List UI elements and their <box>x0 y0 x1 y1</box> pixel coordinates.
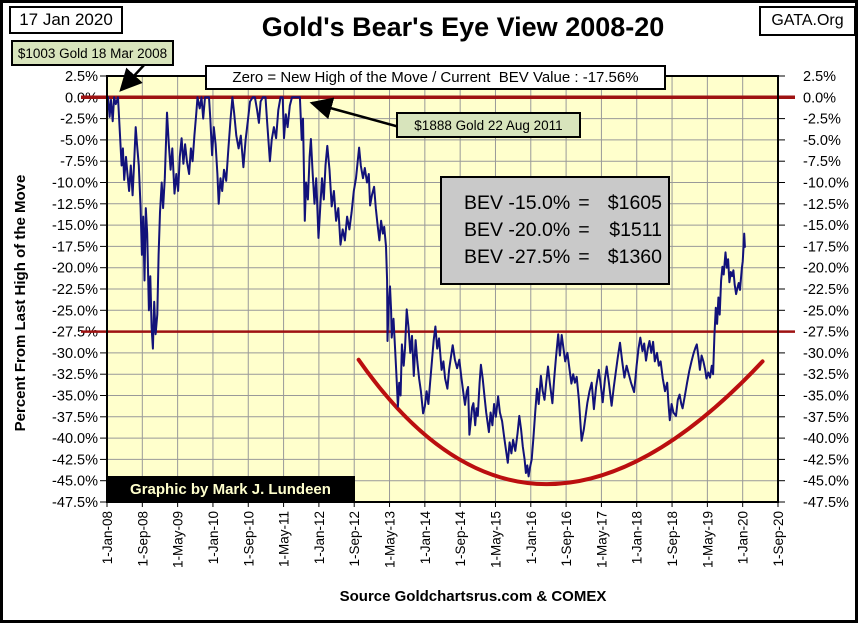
y-axis-label-right: -12.5% <box>803 197 849 213</box>
zero-definition-box: Zero = New High of the Move / Current BE… <box>205 65 666 90</box>
y-axis-label-right: -35.0% <box>803 389 849 405</box>
bev-price-table: BEV -15.0% = $1605 BEV -20.0% = $1511 BE… <box>440 176 670 285</box>
arrow-to-2011-high <box>309 97 404 130</box>
y-axis-label-left: -2.5% <box>60 112 98 128</box>
bev-price-value: $1605 <box>607 192 662 214</box>
x-axis-label: 1-Jan-14 <box>418 511 433 565</box>
report-date: 17 Jan 2020 <box>19 10 113 29</box>
rounding-bottom-curve <box>356 357 765 487</box>
credit-text: Graphic by Mark J. Lundeen <box>130 480 331 498</box>
y-axis-label-left: -20.0% <box>52 261 98 277</box>
x-axis-label: 1-May-13 <box>383 511 398 568</box>
x-axis-label: 1-May-09 <box>171 511 186 568</box>
bev-table-row: BEV -27.5% = $1360 <box>464 246 668 269</box>
equals-sign: = <box>578 219 590 241</box>
y-axis-label-right: -20.0% <box>803 261 849 277</box>
y-axis-label-left: 2.5% <box>65 69 98 85</box>
equals-sign: = <box>578 192 590 214</box>
y-axis-label-right: -17.5% <box>803 239 849 255</box>
y-axis-label-left: -7.5% <box>60 154 98 170</box>
x-axis-label: 1-Sep-18 <box>665 511 680 567</box>
annotation-1888-gold-2011: $1888 Gold 22 Aug 2011 <box>396 112 581 138</box>
y-axis-label-right: -42.5% <box>803 452 849 468</box>
report-date-box: 17 Jan 2020 <box>9 6 123 34</box>
zero-definition-text: Zero = New High of the Move / Current BE… <box>232 69 639 86</box>
bev-price-value: $1511 <box>609 219 662 241</box>
x-axis-label: 1-May-11 <box>277 511 292 567</box>
y-axis-label-left: -32.5% <box>52 367 98 383</box>
y-axis-label-left: -12.5% <box>52 197 98 213</box>
bev-level-label: BEV -27.5% <box>464 246 571 268</box>
y-axis-label-left: -37.5% <box>52 410 98 426</box>
y-axis-label-left: -22.5% <box>52 282 98 298</box>
x-axis-label: 1-Jan-10 <box>206 511 221 564</box>
x-axis-label: 1-May-15 <box>488 511 503 568</box>
x-axis-label: 1-Sep-20 <box>771 511 786 567</box>
bev-chart-canvas: 2.5%2.5%0.0%0.0%-2.5%-2.5%-5.0%-5.0%-7.5… <box>12 63 849 568</box>
x-axis-label: 1-May-17 <box>594 511 609 568</box>
gold-bev-series-line <box>106 96 746 478</box>
bev-level-label: BEV -20.0% <box>464 219 571 241</box>
y-axis-label-right: -30.0% <box>803 346 849 362</box>
y-axis-label-left: -17.5% <box>52 239 98 255</box>
y-axis-label-left: -5.0% <box>60 133 98 149</box>
annotation-1888-text: $1888 Gold 22 Aug 2011 <box>414 117 563 133</box>
y-axis-label-right: 2.5% <box>803 69 836 85</box>
x-axis-label: 1-Sep-12 <box>347 511 362 567</box>
y-axis-label-right: 0.0% <box>803 90 836 106</box>
x-axis-label: 1-Jan-18 <box>630 511 645 564</box>
y-axis-label-right: -25.0% <box>803 303 849 319</box>
y-axis-label-right: -10.0% <box>803 176 849 192</box>
y-axis-label-right: -40.0% <box>803 431 849 447</box>
y-axis-label-right: -2.5% <box>803 112 841 128</box>
x-axis-label: 1-Jan-16 <box>524 511 539 564</box>
x-axis-label: 1-Jan-20 <box>736 511 751 564</box>
y-axis-label-left: -35.0% <box>52 389 98 405</box>
x-axis-label: 1-Sep-14 <box>453 511 468 567</box>
y-axis-label-right: -15.0% <box>803 218 849 234</box>
x-axis-label: 1-Sep-08 <box>135 511 150 567</box>
y-axis-label-right: -37.5% <box>803 410 849 426</box>
y-axis-label-left: -42.5% <box>52 452 98 468</box>
annotation-1003-text: $1003 Gold 18 Mar 2008 <box>17 45 168 61</box>
x-axis-label: 1-Sep-16 <box>559 511 574 567</box>
bev-table-row: BEV -15.0% = $1605 <box>464 192 668 215</box>
y-axis-label-left: -40.0% <box>52 431 98 447</box>
y-axis-label-right: -45.0% <box>803 474 849 490</box>
source-line: Source Goldchartsrus.com & COMEX <box>339 588 607 605</box>
arrow-to-2008-high <box>119 63 146 92</box>
x-axis-label: 1-Jan-08 <box>100 511 115 564</box>
bev-level-label: BEV -15.0% <box>464 192 571 214</box>
y-axis-label-left: -45.0% <box>52 474 98 490</box>
equals-sign: = <box>578 246 590 268</box>
gata-org-label: GATA.Org <box>771 12 844 29</box>
y-axis-label-right: -5.0% <box>803 133 841 149</box>
y-axis-label-left: -30.0% <box>52 346 98 362</box>
y-axis-label-right: -22.5% <box>803 282 849 298</box>
y-axis-title: Percent From Last High of the Move <box>12 175 29 432</box>
y-axis-label-left: -25.0% <box>52 303 98 319</box>
x-axis-label: 1-Sep-10 <box>241 511 256 567</box>
x-axis-label: 1-Jan-12 <box>312 511 327 564</box>
annotation-1003-gold-2008: $1003 Gold 18 Mar 2008 <box>11 40 174 66</box>
bev-table-row: BEV -20.0% = $1511 <box>464 219 668 242</box>
y-axis-label-right: -7.5% <box>803 154 841 170</box>
y-axis-label-left: -27.5% <box>52 325 98 341</box>
gata-org-box: GATA.Org <box>759 6 855 36</box>
y-axis-label-left: -47.5% <box>52 495 98 511</box>
x-axis-label: 1-May-19 <box>700 511 715 568</box>
bev-price-value: $1360 <box>607 246 662 268</box>
y-axis-label-right: -32.5% <box>803 367 849 383</box>
page-title: Gold's Bear's Eye View 2008-20 <box>261 12 665 42</box>
y-axis-label-right: -27.5% <box>803 325 849 341</box>
y-axis-label-left: -10.0% <box>52 176 98 192</box>
y-axis-label-right: -47.5% <box>803 495 849 511</box>
credit-box: Graphic by Mark J. Lundeen <box>106 476 355 502</box>
y-axis-label-left: -15.0% <box>52 218 98 234</box>
